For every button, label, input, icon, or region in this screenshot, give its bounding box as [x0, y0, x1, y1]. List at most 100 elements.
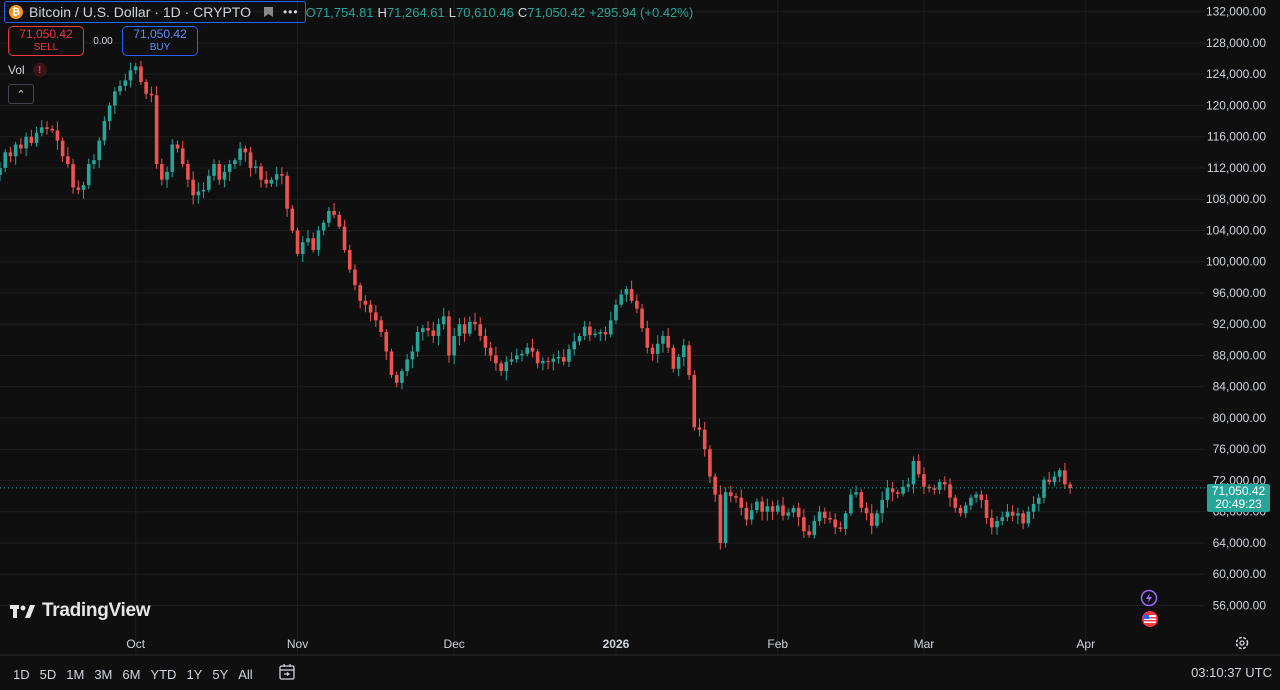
candle	[582, 320, 587, 341]
date-range-icon[interactable]	[278, 663, 296, 681]
candle	[321, 219, 326, 236]
candle	[911, 456, 916, 494]
utc-clock[interactable]: 03:10:37 UTC	[1191, 665, 1272, 680]
tab-6m[interactable]: 6M	[122, 667, 141, 682]
candle	[269, 177, 274, 188]
tab-1m[interactable]: 1M	[66, 667, 85, 682]
candle-body	[556, 357, 561, 359]
candle-body	[295, 230, 300, 254]
candle-body	[1047, 479, 1052, 483]
candle-body	[943, 482, 947, 485]
sell-price: 71,050.42	[19, 27, 73, 41]
trade-panel: 71,050.42 SELL 0.00 71,050.42 BUY	[8, 26, 198, 56]
tab-5y[interactable]: 5Y	[212, 667, 229, 682]
candle	[577, 332, 582, 345]
candle	[212, 159, 216, 181]
candle	[838, 521, 843, 532]
y-tick-label: 56,000.00	[1213, 598, 1267, 612]
candle-body	[441, 316, 446, 325]
collapse-indicators-button[interactable]: ⌃	[8, 84, 34, 104]
candle-body	[682, 345, 686, 358]
candle	[191, 171, 195, 205]
candle	[248, 146, 253, 177]
candle-body	[447, 316, 451, 356]
candle-body	[473, 321, 477, 325]
candle-body	[207, 175, 211, 190]
tab-1y[interactable]: 1Y	[186, 667, 203, 682]
candle-body	[655, 343, 660, 354]
candle-body	[671, 347, 676, 369]
candle	[666, 327, 670, 353]
candle	[488, 341, 493, 361]
candle-body	[875, 513, 879, 526]
y-tick-label: 60,000.00	[1213, 567, 1267, 581]
candle	[217, 160, 222, 185]
candle-body	[253, 166, 258, 168]
tab-ytd[interactable]: YTD	[150, 667, 177, 682]
candle	[102, 116, 107, 146]
candle-body	[849, 494, 853, 514]
tab-all[interactable]: All	[238, 667, 253, 682]
candle	[546, 356, 550, 370]
buy-button[interactable]: 71,050.42 BUY	[122, 26, 198, 56]
candle	[1005, 503, 1010, 522]
candle	[233, 157, 237, 169]
candle-body	[175, 144, 180, 149]
candle-body	[755, 501, 759, 511]
candle	[875, 509, 879, 529]
candle	[452, 328, 456, 365]
candle	[358, 282, 362, 309]
tradingview-logo[interactable]: TradingView	[10, 600, 151, 622]
candle-body	[81, 185, 86, 190]
candle-body	[990, 517, 994, 528]
events-icons[interactable]	[1139, 588, 1165, 630]
candle-body	[118, 85, 122, 92]
candle-body	[468, 321, 472, 334]
candle-body	[635, 300, 639, 309]
candle	[34, 126, 39, 147]
tab-5d[interactable]: 5D	[39, 667, 57, 682]
candle-body	[133, 66, 138, 71]
candle-body	[1042, 479, 1046, 498]
time-axis[interactable]: Oct Nov Dec 2026 Feb Mar Apr	[126, 637, 1095, 651]
symbol-box[interactable]: ₿ Bitcoin / U.S. Dollar · 1D · CRYPTO ••…	[4, 1, 306, 23]
more-dots-icon[interactable]: •••	[282, 5, 299, 19]
candle-body	[3, 152, 8, 168]
candle-body	[342, 226, 347, 250]
volume-indicator[interactable]: Vol !	[8, 63, 47, 77]
price-axis[interactable]: 132,000.00 128,000.00 124,000.00 120,000.00…	[1206, 5, 1266, 613]
candle-body	[1000, 517, 1005, 522]
y-tick-label: 72,000.00	[1213, 473, 1267, 487]
sell-button[interactable]: 71,050.42 SELL	[8, 26, 84, 56]
candle	[494, 346, 498, 371]
candle	[520, 350, 524, 362]
candle	[107, 102, 112, 130]
candle-body	[838, 527, 843, 529]
candle	[598, 329, 603, 342]
candle-body	[113, 91, 117, 106]
candle-body	[854, 492, 858, 495]
ohlc-values: O71,754.81 H71,264.61 L70,610.46 C71,050…	[306, 5, 694, 20]
candle-body	[817, 511, 822, 522]
symbol-title[interactable]: Bitcoin / U.S. Dollar · 1D · CRYPTO	[29, 4, 251, 20]
candle-body	[488, 347, 493, 356]
tab-1d[interactable]: 1D	[13, 667, 30, 682]
candle	[55, 121, 60, 150]
candle-body	[107, 105, 112, 122]
candle-body	[436, 324, 441, 336]
candle-body	[217, 164, 222, 180]
warning-icon[interactable]: !	[32, 63, 47, 77]
settings-gear-icon[interactable]	[1234, 635, 1250, 651]
y-tick-label: 120,000.00	[1206, 98, 1266, 112]
flag-icon[interactable]	[261, 5, 275, 19]
candles	[0, 60, 1072, 550]
candle	[504, 356, 509, 381]
candle	[770, 500, 775, 521]
candle	[932, 485, 937, 495]
tab-3m[interactable]: 3M	[94, 667, 113, 682]
candle-body	[19, 144, 23, 149]
x-tick-label: Feb	[767, 637, 788, 651]
candle	[514, 348, 519, 363]
candle	[259, 163, 263, 188]
